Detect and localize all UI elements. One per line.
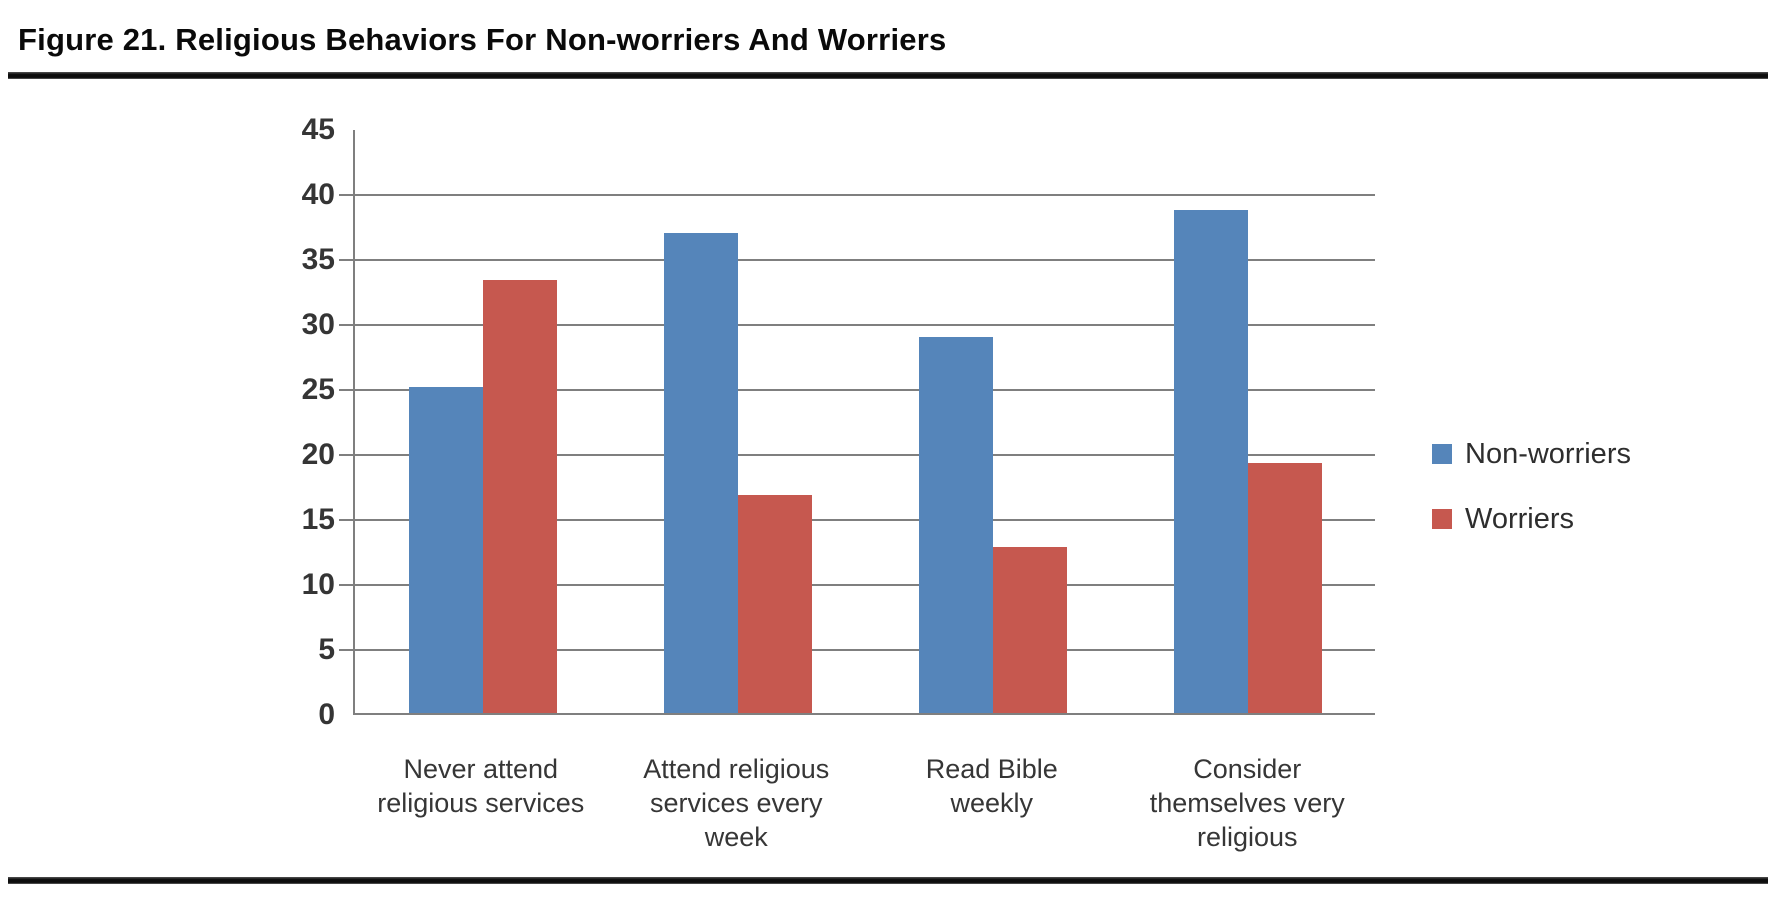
y-axis-label-30: 30 — [301, 308, 335, 341]
category-label-3: Read Bible weekly — [925, 754, 1058, 818]
chart-plot-area — [339, 130, 1375, 715]
gridline-5 — [355, 649, 1375, 651]
legend-item-worriers: Worriers — [1432, 501, 1631, 537]
y-tick-35 — [339, 259, 353, 261]
category-label-2: Attend religious services every week — [643, 754, 830, 852]
category-label-1: Never attend religious services — [377, 754, 585, 818]
bar-non-worriers-3 — [918, 337, 993, 713]
top-divider-rule — [8, 72, 1768, 79]
y-tick-20 — [339, 454, 353, 456]
gridline-20 — [355, 454, 1375, 456]
y-tick-30 — [339, 324, 353, 326]
y-axis-label-45: 45 — [301, 113, 335, 146]
y-axis-label-0: 0 — [318, 698, 335, 731]
y-axis-label-20: 20 — [301, 438, 335, 471]
y-axis-label-25: 25 — [301, 373, 335, 406]
legend-item-non-worriers: Non-worriers — [1432, 436, 1631, 472]
gridline-15 — [355, 519, 1375, 521]
gridline-35 — [355, 259, 1375, 261]
legend-swatch-icon — [1432, 444, 1452, 464]
y-axis-label-5: 5 — [318, 633, 335, 666]
category-label-4: Consider themselves very religious — [1149, 754, 1345, 852]
gridline-40 — [355, 194, 1375, 196]
bar-worriers-2 — [737, 495, 812, 713]
y-tick-25 — [339, 389, 353, 391]
gridline-30 — [355, 324, 1375, 326]
bar-groups-layer — [355, 130, 1375, 713]
gridline-25 — [355, 389, 1375, 391]
bar-non-worriers-2 — [663, 233, 738, 713]
bar-worriers-3 — [992, 547, 1067, 713]
y-tick-10 — [339, 584, 353, 586]
bar-group-2 — [610, 130, 865, 713]
y-tick-15 — [339, 519, 353, 521]
legend-label: Worriers — [1465, 502, 1575, 535]
legend-label: Non-worriers — [1465, 437, 1631, 470]
y-tick-5 — [339, 649, 353, 651]
y-tick-40 — [339, 194, 353, 196]
legend-swatch-icon — [1432, 509, 1452, 529]
x-axis-category-labels: Never attend religious services Attend re… — [353, 752, 1375, 854]
bar-non-worriers-4 — [1173, 210, 1248, 713]
y-axis-label-35: 35 — [301, 243, 335, 276]
y-axis-label-10: 10 — [301, 568, 335, 601]
bar-group-4 — [1120, 130, 1375, 713]
bar-worriers-4 — [1247, 463, 1322, 713]
chart-legend: Non-worriers Worriers — [1432, 436, 1631, 566]
gridline-10 — [355, 584, 1375, 586]
bar-worriers-1 — [482, 280, 557, 713]
y-axis-label-40: 40 — [301, 178, 335, 211]
bottom-divider-rule — [8, 877, 1768, 884]
bar-group-1 — [355, 130, 610, 713]
bar-non-worriers-1 — [408, 387, 483, 713]
bar-group-3 — [865, 130, 1120, 713]
y-axis-label-15: 15 — [301, 503, 335, 536]
figure-title: Figure 21. Religious Behaviors For Non-w… — [18, 22, 947, 57]
